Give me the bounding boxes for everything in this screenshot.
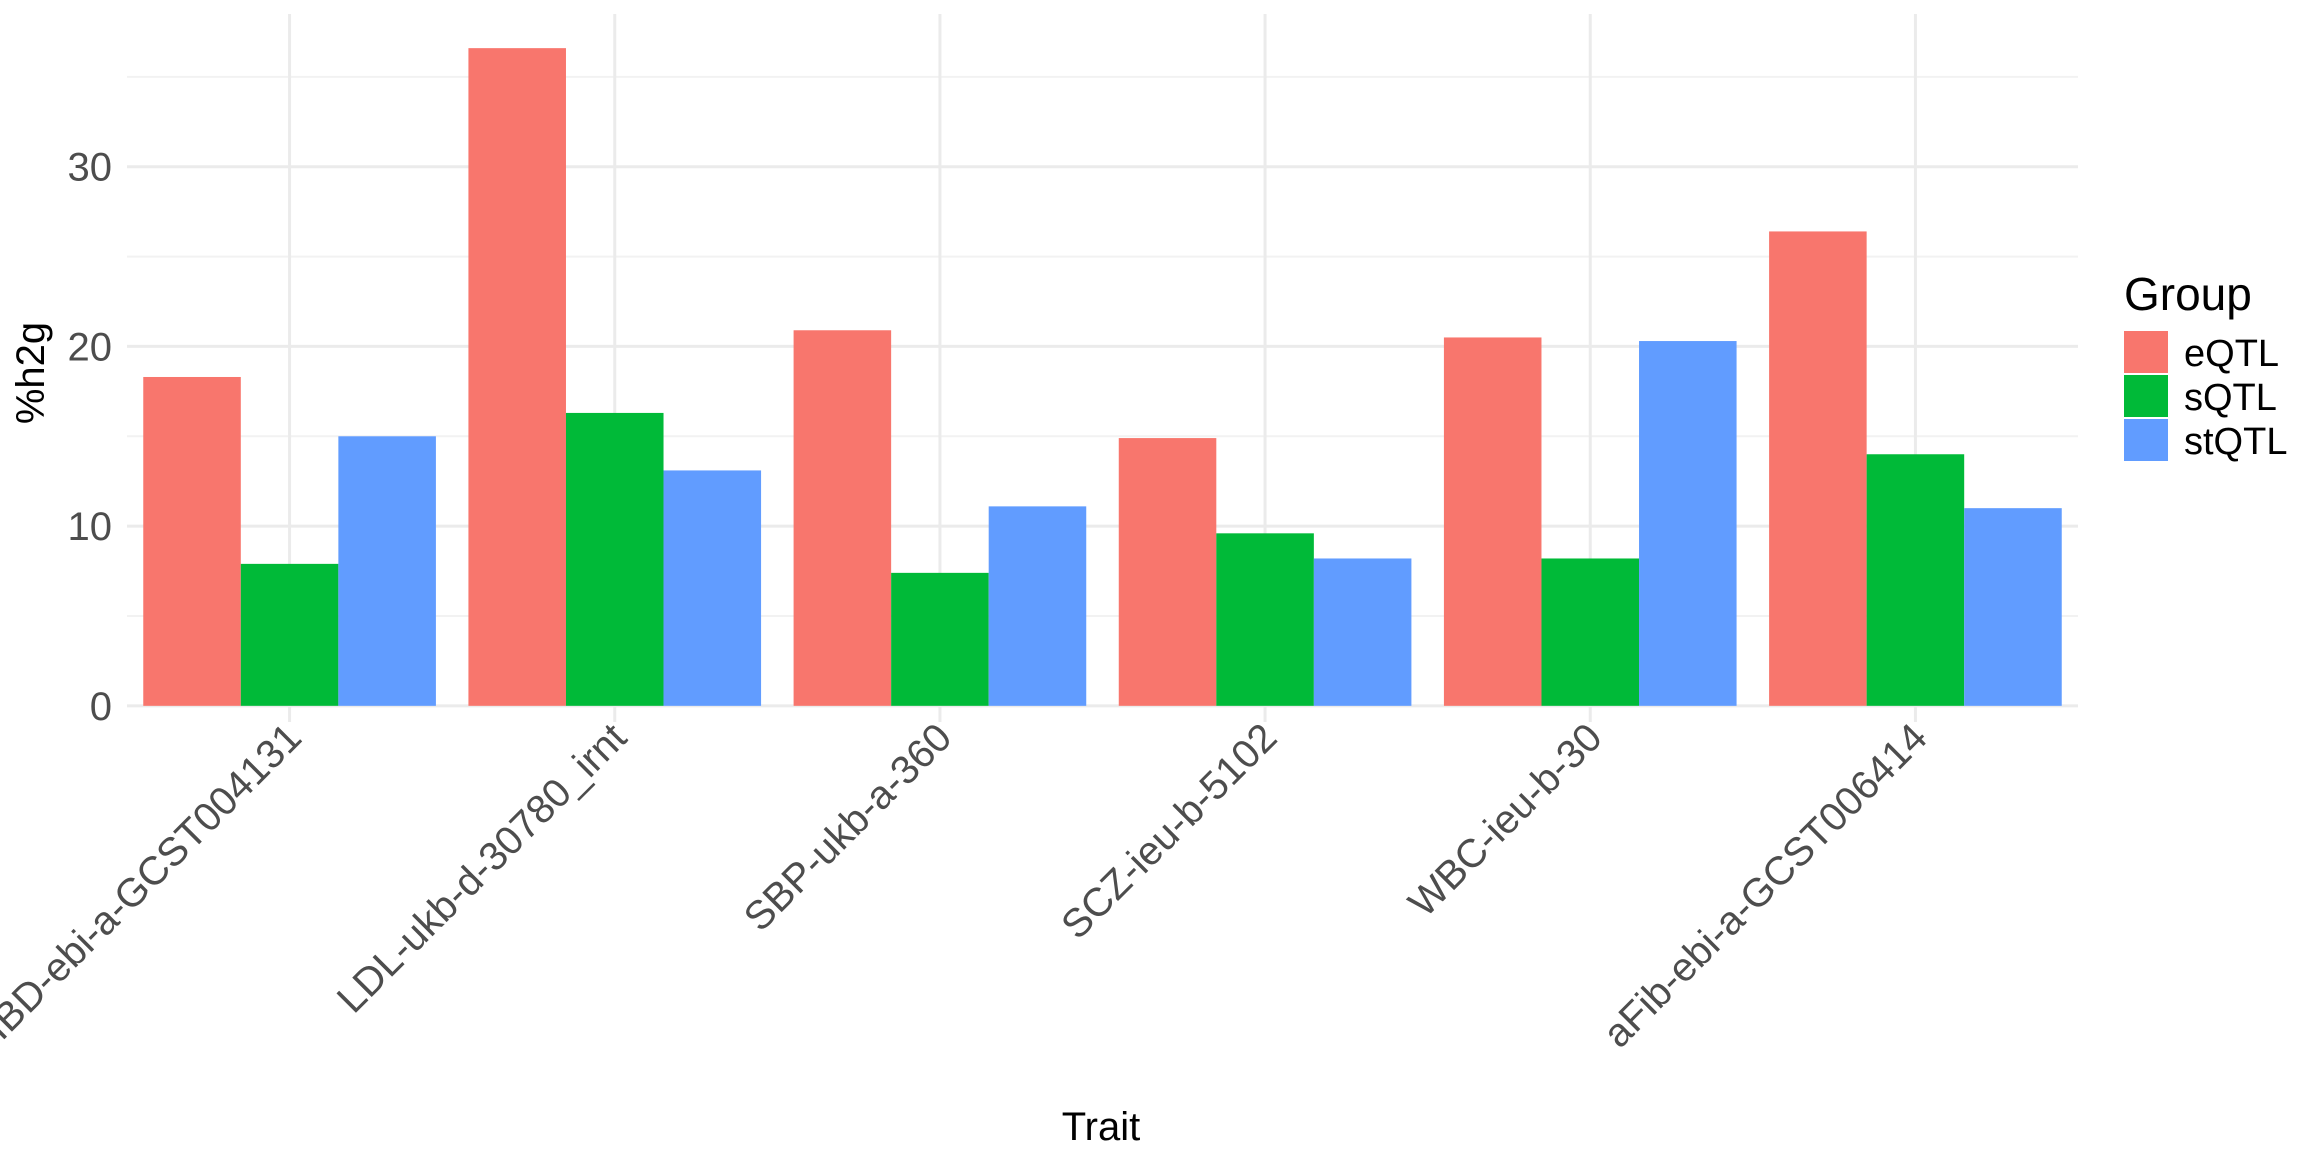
bar-eQTL-IBD-ebi-a-GCST004131: [143, 376, 241, 706]
bar-stQTL-aFib-ebi-a-GCST006414: [1964, 508, 2062, 706]
bar-sQTL-WBC-ieu-b-30: [1541, 558, 1640, 706]
bar-stQTL-LDL-ukb-d-30780_irnt: [663, 470, 762, 706]
bar-stQTL-IBD-ebi-a-GCST004131: [338, 436, 436, 706]
x-tick-label: aFib-ebi-a-GCST006414: [1595, 715, 1936, 1056]
x-tick-label: LDL-ukb-d-30780_irnt: [329, 715, 635, 1021]
x-axis-title: Trait: [1062, 1105, 1141, 1149]
x-tick-label: IBD-ebi-a-GCST004131: [0, 715, 310, 1048]
bar-sQTL-SCZ-ieu-b-5102: [1216, 533, 1314, 706]
y-axis-ticks: 0 10 20 30: [68, 146, 113, 729]
legend-label-stQTL: stQTL: [2184, 421, 2287, 463]
legend-label-sQTL: sQTL: [2184, 377, 2277, 419]
x-tick-label: SBP-ukb-a-360: [736, 715, 960, 939]
bar-sQTL-LDL-ukb-d-30780_irnt: [565, 412, 664, 706]
bar-stQTL-SCZ-ieu-b-5102: [1313, 558, 1412, 706]
y-tick-label: 0: [90, 685, 112, 729]
bar-stQTL-SBP-ukb-a-360: [988, 506, 1087, 706]
bar-eQTL-aFib-ebi-a-GCST006414: [1769, 231, 1867, 706]
bar-sQTL-aFib-ebi-a-GCST006414: [1866, 454, 1965, 706]
x-tick-label: WBC-ieu-b-30: [1400, 715, 1610, 925]
bar-eQTL-SCZ-ieu-b-5102: [1118, 438, 1217, 706]
bar-sQTL-SBP-ukb-a-360: [891, 572, 989, 706]
bar-sQTL-IBD-ebi-a-GCST004131: [240, 563, 339, 706]
y-tick-label: 20: [68, 325, 113, 369]
y-tick-label: 10: [68, 505, 113, 549]
bar-eQTL-SBP-ukb-a-360: [793, 330, 892, 706]
legend-title: Group: [2124, 268, 2252, 320]
legend-swatch-stQTL: [2124, 419, 2168, 461]
legend-label-eQTL: eQTL: [2184, 333, 2279, 375]
x-axis-ticks: IBD-ebi-a-GCST004131 LDL-ukb-d-30780_irnt…: [0, 715, 1936, 1056]
bar-stQTL-WBC-ieu-b-30: [1639, 341, 1737, 706]
bar-eQTL-LDL-ukb-d-30780_irnt: [468, 48, 566, 706]
legend-swatch-eQTL: [2124, 331, 2168, 373]
bar-eQTL-WBC-ieu-b-30: [1443, 337, 1542, 706]
bars: [143, 48, 2062, 706]
y-axis-title: %h2g: [9, 322, 53, 424]
y-tick-label: 30: [68, 146, 113, 190]
x-tick-label: SCZ-ieu-b-5102: [1053, 715, 1285, 947]
legend-swatch-sQTL: [2124, 375, 2168, 417]
